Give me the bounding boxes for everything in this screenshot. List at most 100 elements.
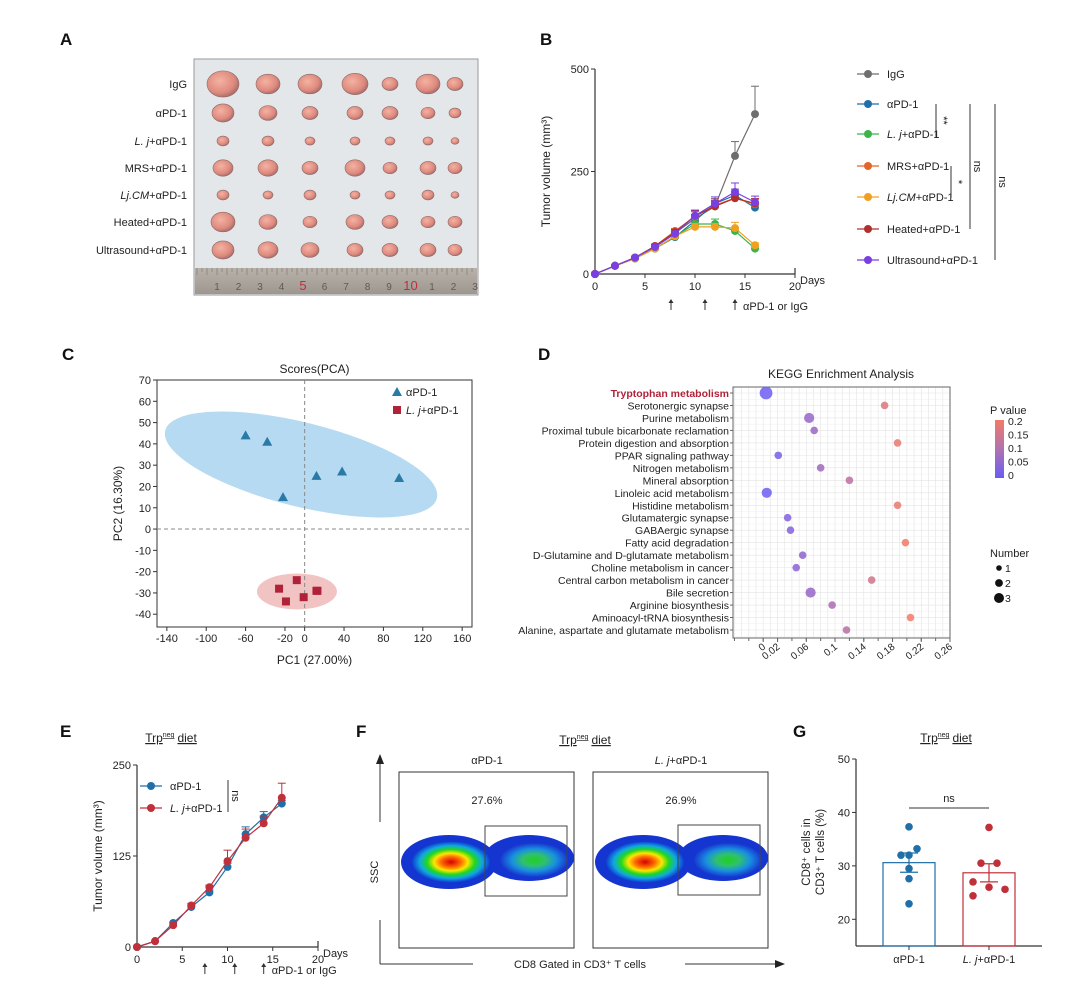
row-label-text: IgG [169,79,187,91]
square-point [292,576,301,585]
tumor-sample [450,137,460,145]
legend-marker [864,256,872,264]
plot-frame [156,379,473,628]
x-tick-label: 10 [689,281,701,293]
x-tick-label: 160 [453,633,471,645]
tumor-sample [301,106,319,120]
series-1 [133,782,286,951]
category-label: αPD-1 [893,954,924,966]
x-tick-label: 0.18 [875,641,897,662]
x-tick-label: 15 [267,954,279,966]
legend-marker [147,804,155,812]
tumor-sample [216,189,230,201]
tumor-sample [346,243,364,257]
y-tick-label: 30 [139,460,151,472]
y-axis-label: Tumor volume (mm³) [539,116,553,228]
legend-label-text: +αPD-1 [421,405,459,417]
y-tick-label: 125 [113,851,131,863]
data-point [259,819,268,828]
data-point [905,899,913,908]
row-label: Lj.CM+αPD-1 [120,190,187,202]
tumor-sample [344,159,366,177]
title-superscript: neg [163,732,175,739]
ruler-number: 1 [214,282,220,293]
legend-label-text: αPD-1 [406,387,437,399]
tumor-sample [257,241,279,259]
data-point [913,844,921,853]
pathway-label: Alanine, aspartate and glutamate metabol… [518,625,729,637]
cd8-gate [677,824,761,896]
data-point [731,151,739,160]
color-legend-tick: 0.15 [1008,430,1029,442]
x-tick-label: -60 [238,633,254,645]
legend-label: Ultrasound+αPD-1 [887,255,978,267]
y-tick-label: -20 [135,567,151,579]
tumor-sample [381,77,399,91]
pathway-bubble [810,426,818,435]
legend-marker [864,70,872,78]
y-tick-label: 30 [838,861,850,873]
ruler [195,268,477,294]
chart-title: KEGG Enrichment Analysis [768,367,914,381]
arrow-right-icon [775,960,785,968]
tumor-sample [384,136,396,146]
tumor-sample [349,190,361,200]
panel-label-e: E [60,722,71,741]
significance-label: ns [943,793,955,805]
y-axis-label: SSC [369,861,381,884]
tumor-sample [349,136,361,146]
significance-label: ns [996,176,1008,188]
legend-label-text: +αPD-1 [916,192,954,204]
data-point [985,823,993,832]
x-tick-label: 20 [312,954,324,966]
x-tick-label: 40 [338,633,350,645]
ruler-number: 10 [403,278,417,293]
legend-marker [392,387,402,396]
tumor-sample [261,135,275,147]
flow-plot-label: αPD-1 [471,755,502,767]
title-rest: diet [952,731,972,745]
x-tick-label: 0 [302,633,308,645]
data-point [611,261,619,270]
tumor-sample [421,189,435,201]
data-point [751,110,759,119]
ruler-number: 3 [472,282,478,293]
pathway-label: Arginine biosynthesis [630,600,729,612]
tumor-sample [257,159,279,177]
significance-label: ns [229,790,241,802]
pathway-label: Aminoacyl-tRNA biosynthesis [592,613,729,625]
pathway-bubble [828,601,836,609]
data-point [277,793,286,802]
y-axis-label: Tumor volume (mm³) [91,800,105,912]
panel-e-title: Trpneg diet [145,731,197,745]
tumor-sample [301,161,319,175]
y-axis-label: CD3⁺ T cells (%) [815,809,827,895]
confidence-ellipse [164,411,438,518]
series-0 [591,85,759,278]
panel-f-title: Trpneg diet [559,733,611,747]
data-point [905,823,913,831]
data-point [671,229,679,238]
tumor-sample [297,73,323,95]
tumor-sample [382,161,398,175]
size-legend-dot [994,593,1004,603]
treatment-arrow-icon [732,299,738,303]
grid [733,387,951,638]
x-axis-label: Days [800,275,826,287]
legend-label: MRS+αPD-1 [887,161,949,173]
legend-label-text: IgG [887,69,905,81]
x-tick-label: 5 [179,954,185,966]
pathway-label: Choline metabolism in cancer [591,563,729,575]
tumor-photo-background [193,58,479,296]
pathway-bubble [804,412,815,424]
title-superscript: neg [577,734,589,741]
title-base: Trp [920,731,938,745]
confidence-ellipse [256,573,337,610]
row-label-italic: L. j [134,136,149,148]
pathway-bubble [783,513,792,522]
tumor-sample [422,136,434,146]
row-label-text: Ultrasound+αPD-1 [96,245,187,257]
pathway-label: Glutamatergic synapse [622,513,730,525]
tumor-sample [384,190,396,200]
bubble-chart-d: KEGG Enrichment Analysis Tryptophan metab… [518,367,1029,662]
